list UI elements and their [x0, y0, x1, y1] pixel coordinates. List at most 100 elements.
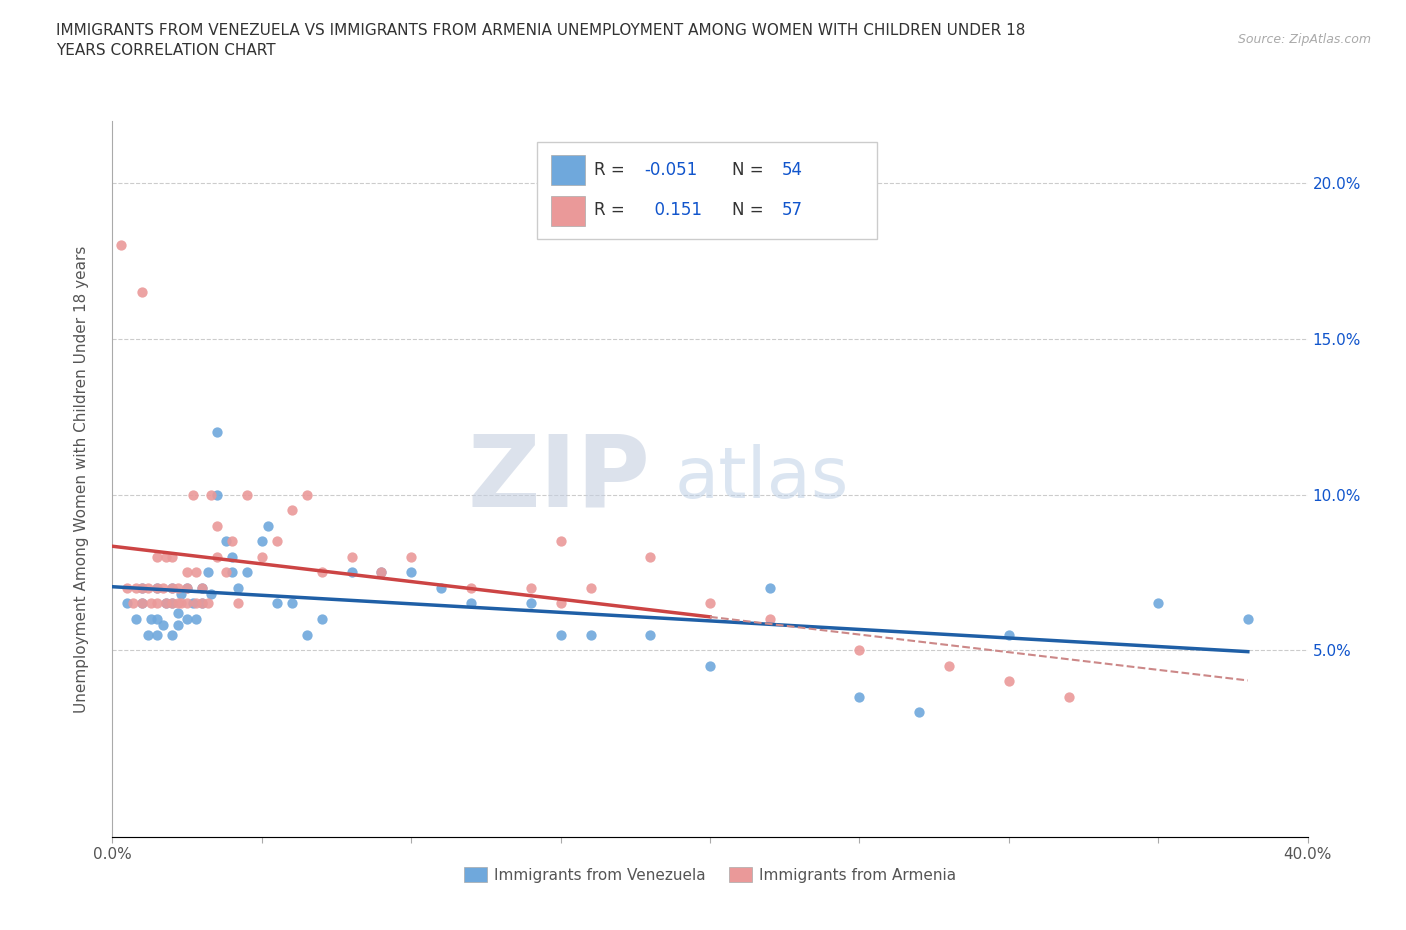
Point — [759, 580, 782, 595]
Point — [141, 612, 163, 627]
Point — [226, 580, 249, 595]
Point — [401, 565, 423, 579]
Point — [215, 565, 238, 579]
Point — [131, 285, 153, 299]
Point — [520, 596, 543, 611]
Point — [550, 534, 572, 549]
Point — [155, 550, 177, 565]
Point — [699, 658, 721, 673]
Y-axis label: Unemployment Among Women with Children Under 18 years: Unemployment Among Women with Children U… — [75, 246, 89, 712]
Point — [430, 580, 453, 595]
Point — [167, 618, 190, 632]
Point — [155, 596, 177, 611]
Text: N =: N = — [731, 202, 769, 219]
Point — [117, 580, 139, 595]
Point — [170, 587, 193, 602]
Point — [186, 565, 208, 579]
Point — [460, 596, 482, 611]
Point — [550, 627, 572, 642]
Point — [146, 627, 169, 642]
Point — [138, 627, 160, 642]
Point — [167, 605, 190, 620]
Point — [191, 596, 214, 611]
Point — [205, 550, 228, 565]
Point — [281, 596, 304, 611]
Point — [370, 565, 392, 579]
Point — [205, 518, 228, 533]
Point — [257, 518, 280, 533]
Point — [181, 596, 204, 611]
Point — [176, 596, 198, 611]
Text: 57: 57 — [782, 202, 803, 219]
Point — [520, 580, 543, 595]
Point — [162, 550, 183, 565]
Point — [1057, 689, 1080, 704]
Point — [176, 565, 198, 579]
Point — [1147, 596, 1170, 611]
Text: ZIP: ZIP — [467, 431, 651, 527]
Point — [125, 580, 148, 595]
Text: N =: N = — [731, 161, 769, 179]
Point — [640, 627, 662, 642]
Point — [908, 705, 931, 720]
Text: IMMIGRANTS FROM VENEZUELA VS IMMIGRANTS FROM ARMENIA UNEMPLOYMENT AMONG WOMEN WI: IMMIGRANTS FROM VENEZUELA VS IMMIGRANTS … — [56, 23, 1025, 58]
Point — [281, 502, 304, 517]
Text: -0.051: -0.051 — [644, 161, 697, 179]
Text: 0.151: 0.151 — [644, 202, 703, 219]
Point — [146, 550, 169, 565]
Point — [640, 550, 662, 565]
Point — [191, 596, 214, 611]
Point — [167, 596, 190, 611]
Point — [550, 596, 572, 611]
Point — [176, 580, 198, 595]
Point — [146, 580, 169, 595]
Point — [266, 596, 288, 611]
Point — [848, 643, 870, 658]
Point — [131, 596, 153, 611]
Point — [167, 580, 190, 595]
Point — [311, 612, 333, 627]
Point — [155, 596, 177, 611]
Point — [250, 550, 273, 565]
Point — [340, 565, 363, 579]
Point — [125, 612, 148, 627]
Bar — [551, 196, 585, 226]
Point — [848, 689, 870, 704]
Point — [162, 580, 183, 595]
Point — [236, 487, 259, 502]
Point — [117, 596, 139, 611]
Point — [205, 487, 228, 502]
Point — [699, 596, 721, 611]
Point — [226, 596, 249, 611]
Point — [186, 596, 208, 611]
Point — [236, 565, 259, 579]
Point — [759, 612, 782, 627]
Point — [131, 580, 153, 595]
Point — [162, 596, 183, 611]
Point — [131, 580, 153, 595]
Point — [146, 580, 169, 595]
Point — [146, 612, 169, 627]
Point — [146, 596, 169, 611]
Point — [579, 627, 602, 642]
Point — [170, 596, 193, 611]
Point — [176, 580, 198, 595]
Point — [197, 565, 219, 579]
Point — [340, 550, 363, 565]
Point — [221, 534, 243, 549]
Point — [181, 487, 204, 502]
Text: 54: 54 — [782, 161, 803, 179]
Point — [460, 580, 482, 595]
Bar — [551, 155, 585, 185]
Point — [162, 580, 183, 595]
Point — [162, 596, 183, 611]
Point — [266, 534, 288, 549]
Point — [131, 596, 153, 611]
Point — [152, 580, 174, 595]
Point — [138, 580, 160, 595]
Point — [191, 580, 214, 595]
Point — [998, 627, 1021, 642]
Text: Source: ZipAtlas.com: Source: ZipAtlas.com — [1237, 33, 1371, 46]
Text: atlas: atlas — [675, 445, 849, 513]
Point — [186, 612, 208, 627]
